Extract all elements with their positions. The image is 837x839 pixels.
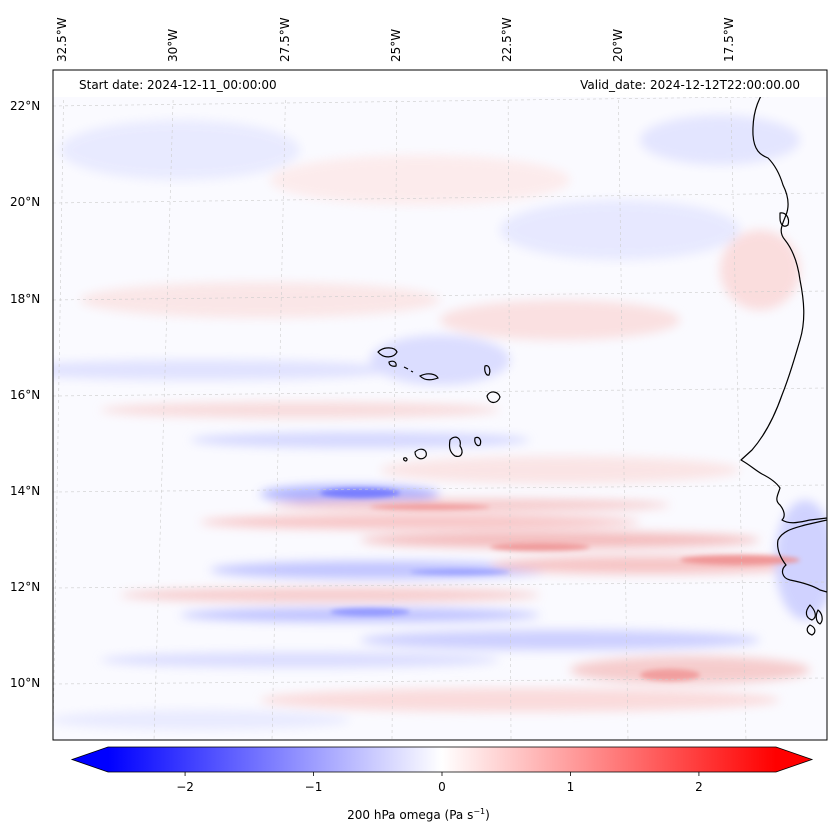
colorbar-tick-label: 1: [566, 780, 575, 794]
cape-verde-islands: [377, 347, 501, 462]
start-date-label: Start date: 2024-12-11_00:00:00: [79, 78, 277, 92]
map-border: [52, 69, 828, 741]
lat-label-22n: 22°N: [10, 99, 41, 113]
colorbar: [70, 746, 814, 776]
lat-label-10n: 10°N: [10, 676, 41, 690]
colorbar-tick-label: 2: [695, 780, 703, 794]
lat-label-14n: 14°N: [10, 484, 41, 498]
lat-label-18n: 18°N: [10, 292, 41, 306]
omega-field: [53, 70, 827, 740]
lon-label-25w: 25°W: [389, 28, 403, 62]
lat-label-16n: 16°N: [10, 388, 41, 402]
coastline: [740, 81, 827, 636]
lon-label-17-5w: 17.5°W: [722, 17, 736, 62]
lon-label-22-5w: 22.5°W: [500, 17, 514, 62]
lon-label-30w: 30°W: [166, 28, 180, 62]
lon-label-20w: 20°W: [611, 28, 625, 62]
lon-label-32-5w: 32.5°W: [55, 17, 69, 62]
lat-label-20n: 20°N: [10, 195, 41, 209]
colorbar-tick-label: 0: [438, 780, 446, 794]
header-band: [53, 70, 827, 97]
colorbar-label: 200 hPa omega (Pa s−1): [347, 807, 490, 822]
colorbar-tick-label: −2: [176, 780, 194, 794]
lat-label-12n: 12°N: [10, 580, 41, 594]
colorbar-tick-label: −1: [304, 780, 323, 794]
lon-label-27-5w: 27.5°W: [278, 17, 292, 62]
valid-date-label: Valid_date: 2024-12-12T22:00:00.00: [580, 78, 800, 92]
